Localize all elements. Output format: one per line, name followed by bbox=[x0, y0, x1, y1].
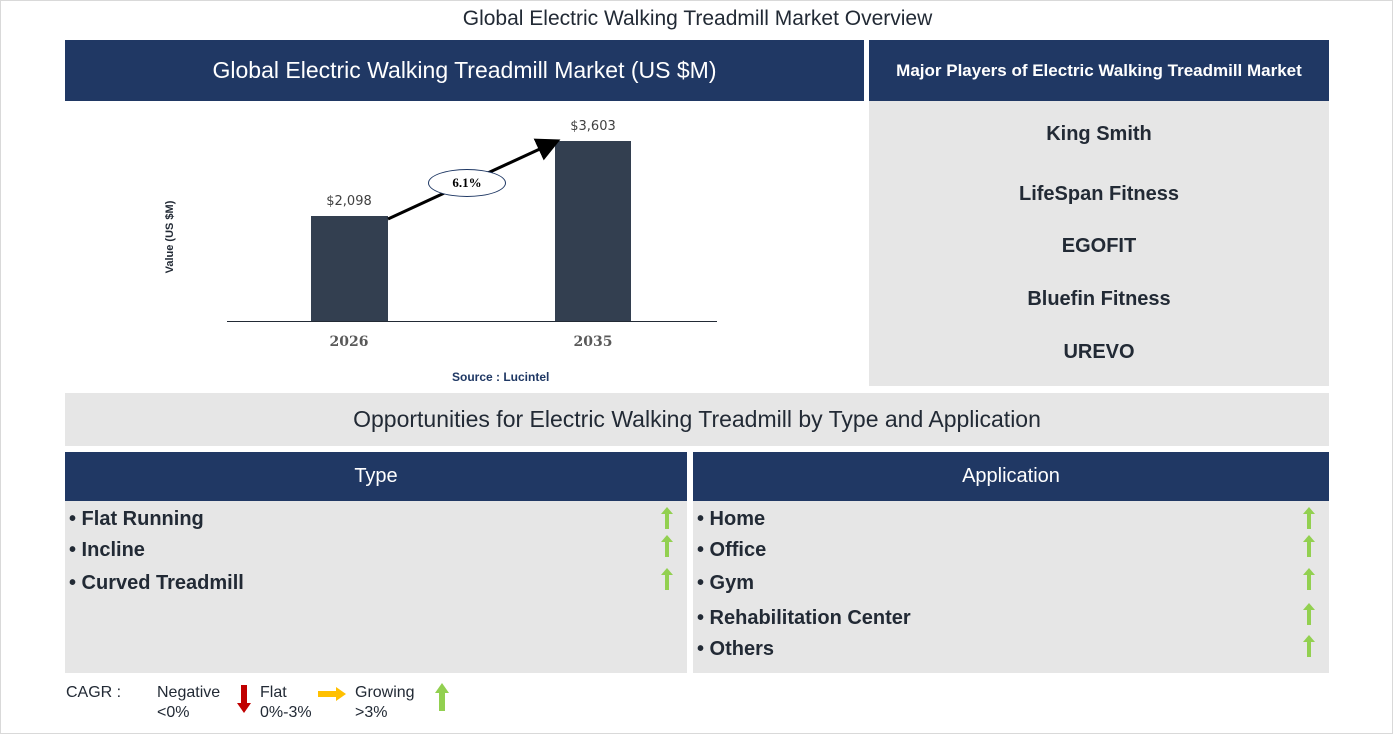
legend-growing: Growing >3% bbox=[355, 683, 415, 723]
type-item: • Flat Running bbox=[69, 508, 204, 530]
cagr-badge: 6.1% bbox=[428, 169, 506, 197]
player-item: EGOFIT bbox=[1061, 235, 1137, 257]
legend-growing-range: >3% bbox=[355, 704, 388, 721]
x-tick-2026: 2026 bbox=[329, 334, 369, 350]
type-item: • Incline bbox=[69, 539, 145, 561]
type-item: • Curved Treadmill bbox=[69, 572, 244, 594]
application-item: • Gym bbox=[697, 572, 755, 594]
growing-arrow-icon bbox=[661, 568, 673, 590]
source-label: Source : Lucintel bbox=[452, 370, 550, 384]
player-item: King Smith bbox=[1046, 123, 1152, 145]
bar-value-label-2035: $3,603 bbox=[570, 119, 616, 134]
chart-header: Global Electric Walking Treadmill Market… bbox=[65, 40, 864, 101]
growing-arrow-icon bbox=[1303, 507, 1315, 529]
legend-negative: Negative <0% bbox=[157, 683, 220, 723]
application-item: • Others bbox=[697, 638, 775, 660]
bar-2035 bbox=[555, 141, 631, 321]
application-item: • Rehabilitation Center bbox=[697, 607, 911, 629]
growing-arrow-icon bbox=[661, 507, 673, 529]
bar-value-label-2026: $2,098 bbox=[326, 194, 372, 209]
legend-negative-range: <0% bbox=[157, 704, 190, 721]
flat-right-arrow-icon bbox=[318, 687, 346, 701]
x-tick-2035: 2035 bbox=[573, 334, 613, 350]
growing-up-arrow-icon bbox=[435, 683, 449, 711]
legend-cagr-label: CAGR : bbox=[66, 684, 122, 701]
growing-arrow-icon bbox=[1303, 568, 1315, 590]
x-axis-line bbox=[227, 321, 717, 322]
legend-flat: Flat 0%-3% bbox=[260, 683, 312, 723]
type-header: Type bbox=[65, 452, 687, 501]
negative-down-arrow-icon bbox=[237, 685, 251, 713]
players-list: King Smith LifeSpan Fitness EGOFIT Bluef… bbox=[869, 101, 1329, 386]
growing-arrow-icon bbox=[1303, 535, 1315, 557]
growing-arrow-icon bbox=[1303, 603, 1315, 625]
bar-chart: Value (US $M) $2,098 $3,603 6.1% 2026 20… bbox=[65, 101, 864, 386]
legend-growing-label: Growing bbox=[355, 684, 415, 701]
player-item: Bluefin Fitness bbox=[1027, 288, 1171, 310]
opportunities-header: Opportunities for Electric Walking Tread… bbox=[65, 393, 1329, 446]
application-header: Application bbox=[693, 452, 1329, 501]
player-item: UREVO bbox=[1063, 341, 1135, 363]
type-list: • Flat Running • Incline • Curved Treadm… bbox=[65, 501, 687, 673]
growing-arrow-icon bbox=[661, 535, 673, 557]
application-item: • Office bbox=[697, 539, 767, 561]
cagr-arrow-icon bbox=[387, 138, 561, 221]
application-item: • Home bbox=[697, 508, 766, 530]
growing-arrow-icon bbox=[1303, 635, 1315, 657]
page-title: Global Electric Walking Treadmill Market… bbox=[462, 7, 933, 30]
legend-negative-label: Negative bbox=[157, 684, 221, 701]
legend-flat-label: Flat bbox=[260, 684, 287, 701]
bar-2026 bbox=[311, 216, 388, 321]
legend-flat-range: 0%-3% bbox=[260, 704, 312, 721]
players-header: Major Players of Electric Walking Treadm… bbox=[869, 40, 1329, 101]
player-item: LifeSpan Fitness bbox=[1018, 183, 1180, 205]
application-list: • Home • Office • Gym • Rehabilitation C… bbox=[693, 501, 1329, 673]
